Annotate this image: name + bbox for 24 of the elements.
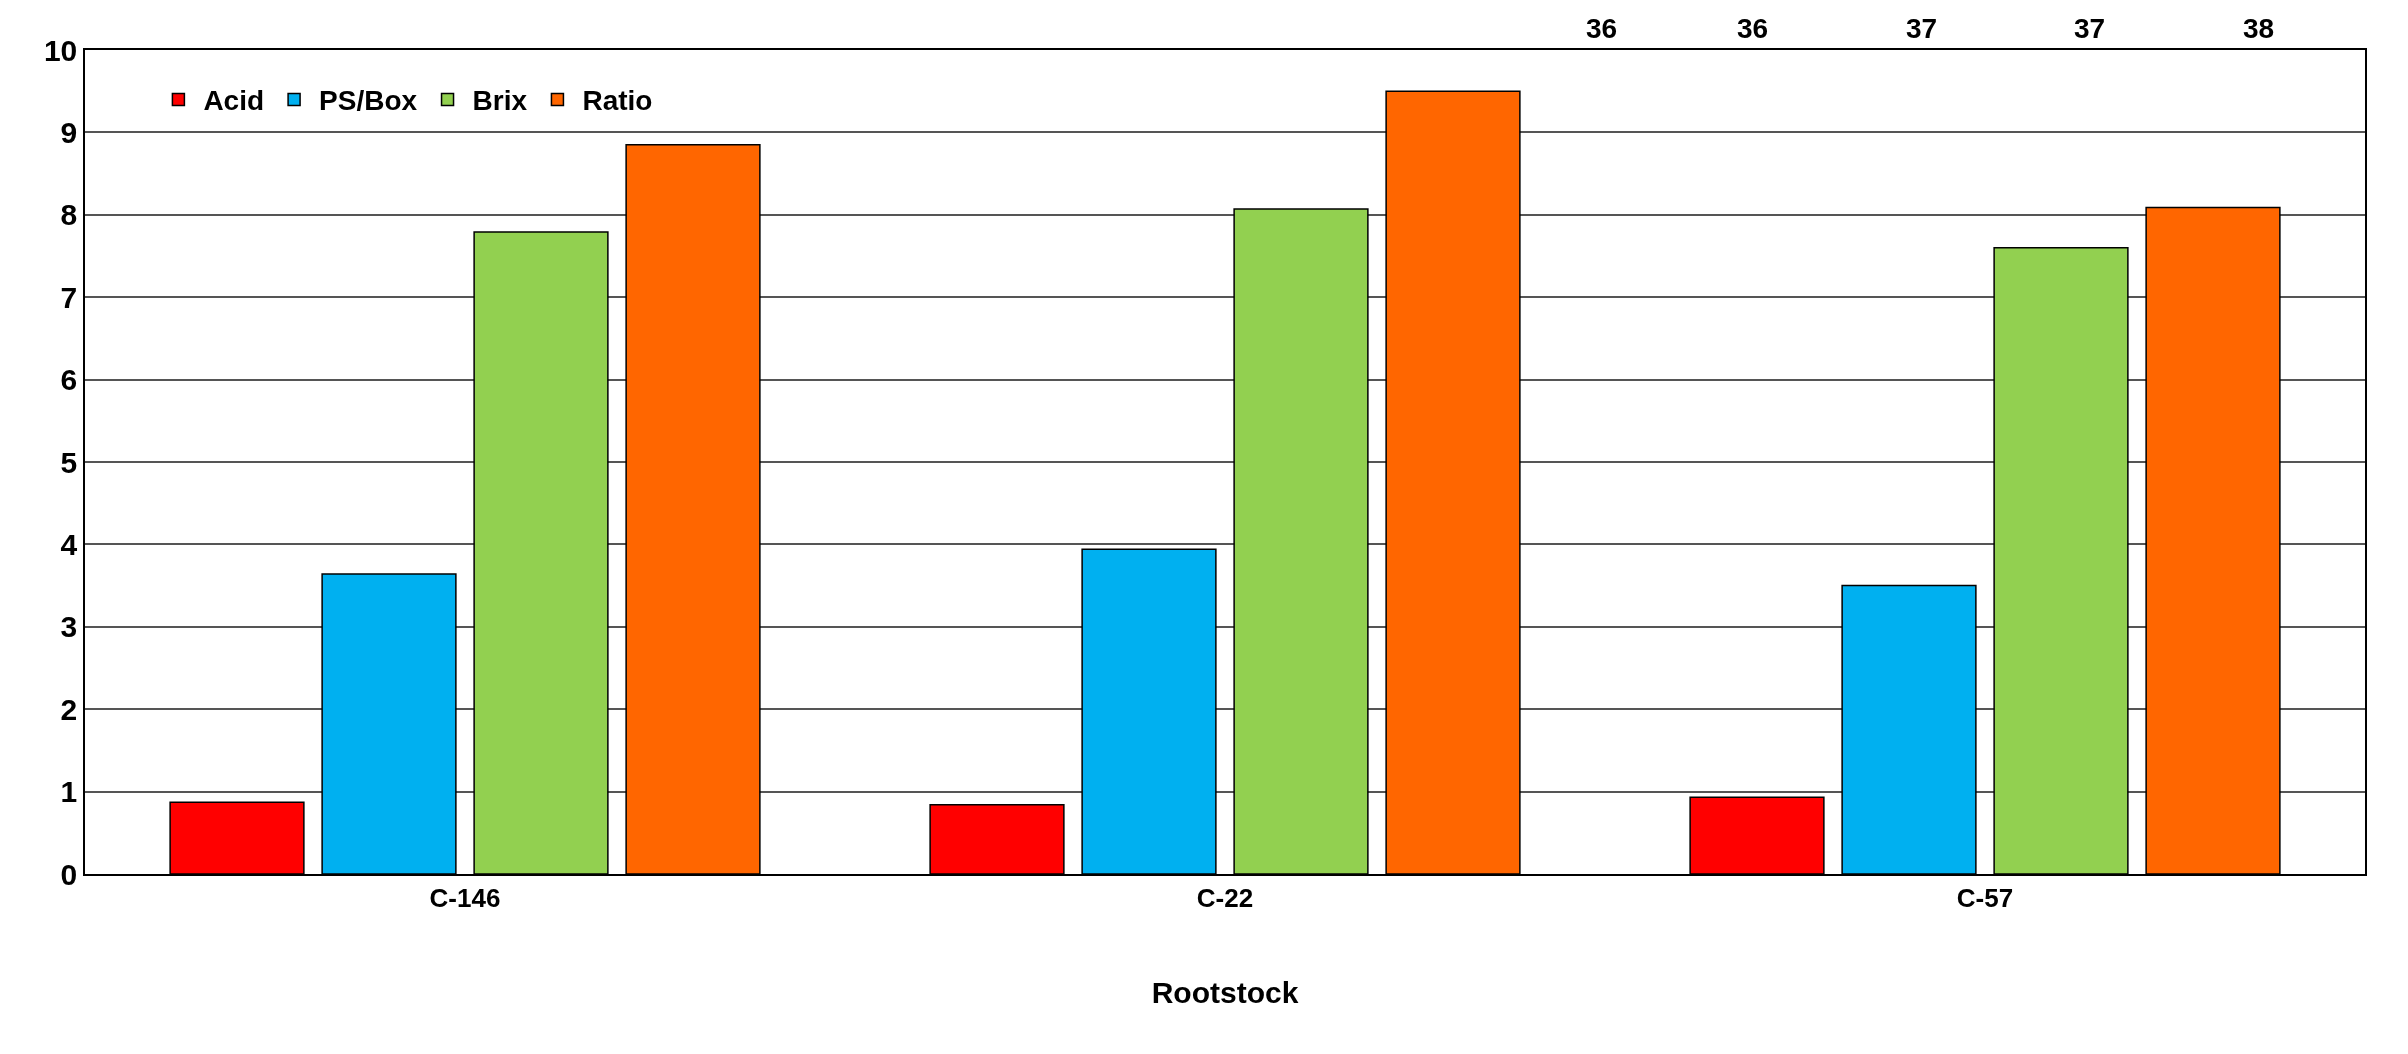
y-tick-label: 5: [60, 445, 78, 479]
text: 37: [2074, 13, 2106, 44]
y-tick-label: 3: [60, 610, 78, 644]
y-tick-label: 1: [60, 775, 78, 809]
y-tick-label: 2: [60, 692, 78, 726]
text: 36: [1586, 13, 1618, 44]
x-tick-label: C-22: [1196, 882, 1254, 913]
y-tick-label: 10: [43, 33, 78, 67]
y-tick-label: 0: [60, 857, 78, 891]
text: 38: [2243, 13, 2275, 44]
y-tick-label: 8: [60, 198, 78, 232]
legend-label: Acid: [203, 85, 265, 117]
y-tick-label: 4: [60, 527, 78, 561]
legend-label: Ratio: [582, 85, 653, 117]
text: 36: [1737, 13, 1769, 44]
y-tick-label: 6: [60, 363, 78, 397]
x-axis-title: Rootstock: [1151, 975, 1299, 1009]
y-tick-label: 7: [60, 280, 78, 314]
y-tick-label: 9: [60, 115, 78, 149]
legend-label: PS/Box: [319, 85, 418, 117]
text: 37: [1906, 13, 1938, 44]
x-tick-label: C-57: [1956, 882, 2014, 913]
x-tick-label: C-146: [429, 882, 501, 913]
legend-label: Brix: [472, 85, 528, 117]
